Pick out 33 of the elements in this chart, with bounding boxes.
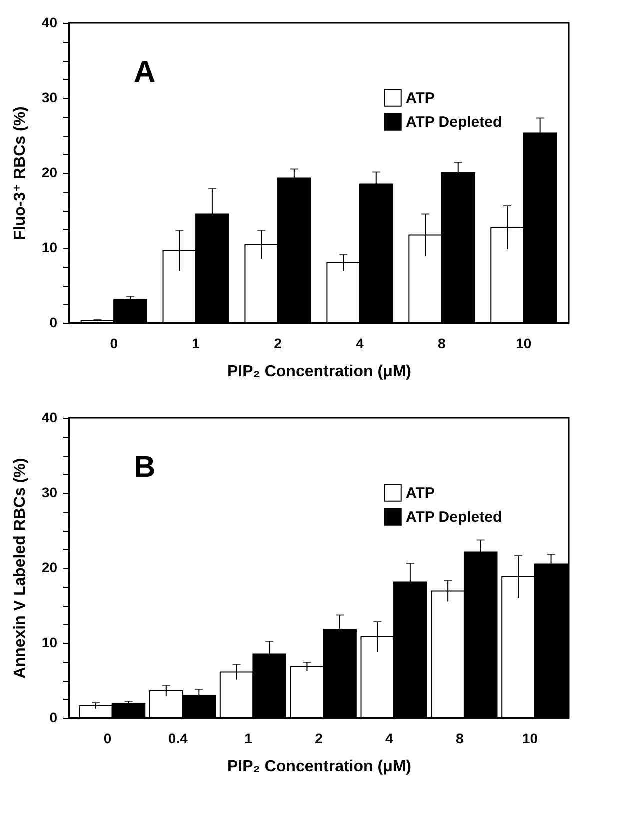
y-axis-title: Annexin V Labeled RBCs (%) bbox=[12, 458, 29, 679]
y-tick-label: 20 bbox=[42, 164, 58, 180]
legend-label: ATP Depleted bbox=[406, 509, 502, 526]
x-tick-label: 4 bbox=[386, 730, 394, 746]
y-tick-label: 30 bbox=[42, 90, 58, 106]
y-tick-label: 40 bbox=[42, 410, 58, 426]
x-tick-label: 2 bbox=[315, 730, 324, 746]
y-tick-label: 30 bbox=[42, 484, 58, 500]
annotation: B bbox=[134, 451, 156, 484]
x-tick-label: 2 bbox=[274, 336, 282, 352]
x-tick-label: 10 bbox=[522, 730, 538, 746]
x-axis-title: PIP₂ Concentration (μM) bbox=[227, 758, 412, 776]
x-tick-label: 8 bbox=[438, 336, 446, 352]
x-tick-label: 0 bbox=[110, 336, 118, 352]
y-tick-label: 20 bbox=[42, 560, 58, 576]
x-axis-title: PIP₂ Concentration (μM) bbox=[227, 364, 412, 380]
x-tick-label: 0.4 bbox=[168, 730, 188, 746]
x-tick-label: 1 bbox=[244, 730, 253, 746]
y-tick-label: 0 bbox=[50, 710, 58, 726]
x-tick-label: 10 bbox=[516, 336, 532, 352]
annotation: A bbox=[134, 56, 156, 89]
y-axis-title: Fluo-3⁺ RBCs (%) bbox=[12, 106, 29, 240]
legend-label: ATP Depleted bbox=[406, 114, 502, 131]
x-tick-label: 1 bbox=[192, 336, 200, 352]
y-tick-label: 10 bbox=[42, 240, 58, 256]
x-tick-label: 0 bbox=[104, 730, 112, 746]
x-tick-label: 8 bbox=[456, 730, 464, 746]
legend-label: ATP bbox=[406, 90, 435, 107]
legend-label: ATP bbox=[406, 485, 435, 502]
y-tick-label: 0 bbox=[50, 314, 58, 330]
y-tick-label: 10 bbox=[42, 634, 58, 650]
x-tick-label: 4 bbox=[356, 336, 364, 352]
y-tick-label: 40 bbox=[42, 14, 58, 30]
